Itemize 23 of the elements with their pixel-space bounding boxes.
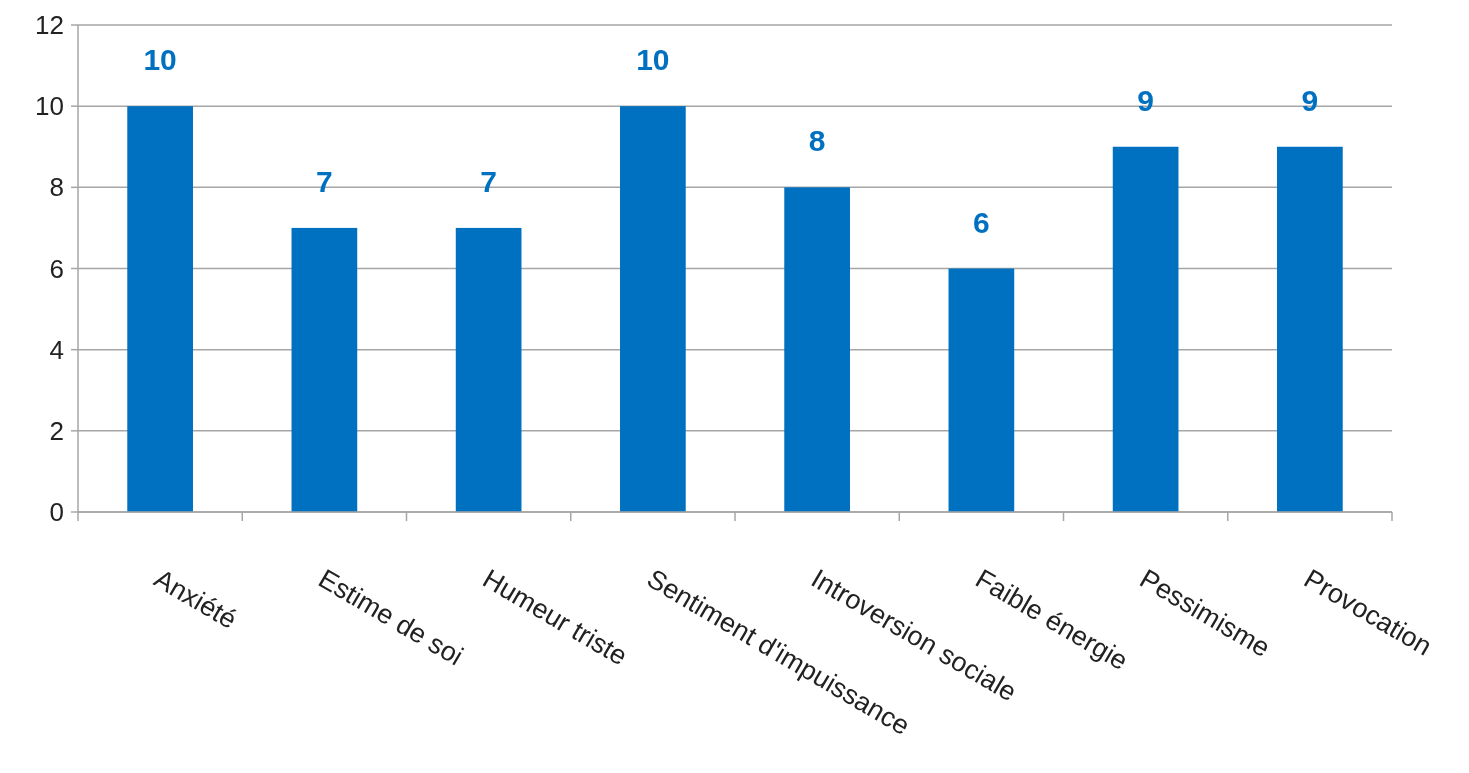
bar [291, 227, 358, 512]
y-tick-label: 2 [49, 415, 64, 446]
bar [1277, 146, 1343, 512]
data-label: 7 [316, 164, 333, 198]
data-label: 8 [808, 124, 826, 158]
bar [455, 227, 522, 512]
y-tick-label: 0 [49, 497, 64, 528]
bar [620, 106, 686, 512]
y-tick-label: 12 [35, 10, 64, 41]
data-label: 10 [636, 43, 670, 77]
bar [784, 187, 850, 512]
y-tick-label: 6 [49, 253, 64, 284]
data-label: 7 [480, 164, 497, 198]
bar [1112, 146, 1179, 512]
data-label: 6 [973, 205, 990, 239]
bar [127, 106, 193, 512]
data-label: 9 [1301, 83, 1319, 117]
data-label: 10 [143, 43, 177, 77]
y-tick-label: 10 [35, 91, 64, 122]
y-tick-label: 4 [49, 334, 64, 365]
data-label: 9 [1137, 83, 1154, 117]
y-tick-label: 8 [49, 172, 64, 203]
bar [948, 268, 1015, 512]
